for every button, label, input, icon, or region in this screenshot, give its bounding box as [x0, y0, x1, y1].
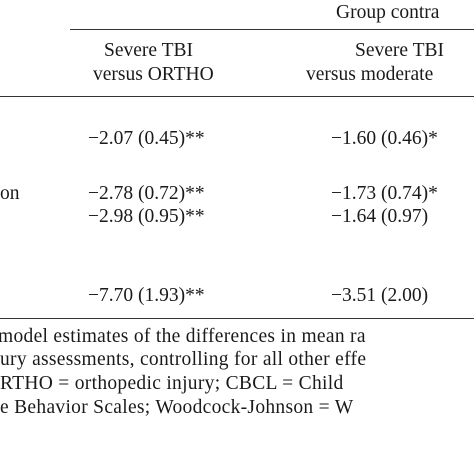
cell: −3.51 (2.00): [331, 285, 429, 306]
row-label: on: [0, 183, 20, 204]
header-rule: [0, 96, 474, 97]
footnote-line: e Behavior Scales; Woodcock-Johnson = W: [0, 397, 354, 418]
footnote-line: RTHO = orthopedic injury; CBCL = Child: [0, 373, 344, 394]
cell: −1.60 (0.46)*: [331, 128, 438, 149]
footnote-line: model estimates of the differences in me…: [0, 326, 366, 347]
cell: −1.64 (0.97): [331, 206, 429, 227]
column-header: Severe TBI: [104, 40, 193, 61]
cell: −2.98 (0.95)**: [88, 206, 205, 227]
cell: −2.07 (0.45)**: [88, 128, 205, 149]
cell: −7.70 (1.93)**: [88, 285, 205, 306]
column-header: versus ORTHO: [93, 64, 214, 85]
group-rule: [70, 29, 474, 30]
bottom-rule: [0, 318, 474, 319]
column-header: Severe TBI: [355, 40, 444, 61]
group-header: Group contra: [336, 2, 440, 23]
cell: −1.73 (0.74)*: [331, 183, 438, 204]
cell: −2.78 (0.72)**: [88, 183, 205, 204]
column-header: versus moderate: [306, 64, 434, 85]
footnote-line: ury assessments, controlling for all oth…: [0, 349, 367, 370]
